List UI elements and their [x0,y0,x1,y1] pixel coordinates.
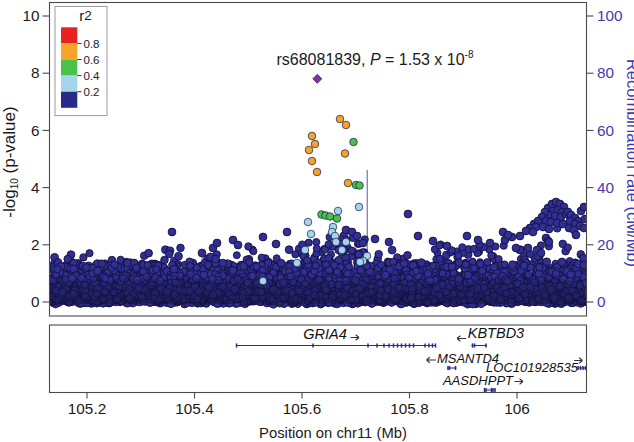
svg-text:105.6: 105.6 [283,400,321,417]
svg-text:Position on chr11 (Mb): Position on chr11 (Mb) [259,425,407,441]
svg-text:0: 0 [597,293,606,310]
svg-text:8: 8 [31,64,40,81]
svg-text:0.6: 0.6 [84,54,100,66]
svg-text:-log10 (p-value): -log10 (p-value) [0,106,20,217]
svg-text:20: 20 [597,236,614,253]
svg-text:GRIA4: GRIA4 [303,326,347,342]
svg-text:0.4: 0.4 [84,70,101,82]
svg-text:2: 2 [31,236,40,253]
svg-text:4: 4 [31,179,40,196]
svg-text:105.4: 105.4 [175,400,214,417]
svg-text:rs68081839, P = 1.53 x 10-8: rs68081839, P = 1.53 x 10-8 [276,49,473,68]
svg-text:r2: r2 [79,7,92,24]
svg-text:KBTBD3: KBTBD3 [468,325,524,341]
svg-text:0.8: 0.8 [84,38,100,50]
svg-text:0: 0 [31,293,40,310]
svg-text:100: 100 [597,7,623,24]
svg-text:10: 10 [22,7,39,24]
svg-text:6: 6 [31,122,40,139]
svg-text:80: 80 [597,64,614,81]
svg-text:40: 40 [597,179,614,196]
svg-text:Recombination rate (cM/Mb): Recombination rate (cM/Mb) [624,59,634,267]
svg-text:AASDHPPT: AASDHPPT [442,373,514,388]
svg-text:105.8: 105.8 [390,400,428,417]
svg-text:106: 106 [504,400,530,417]
svg-text:0.2: 0.2 [84,86,100,98]
svg-text:105.2: 105.2 [68,400,106,417]
svg-text:60: 60 [597,122,614,139]
